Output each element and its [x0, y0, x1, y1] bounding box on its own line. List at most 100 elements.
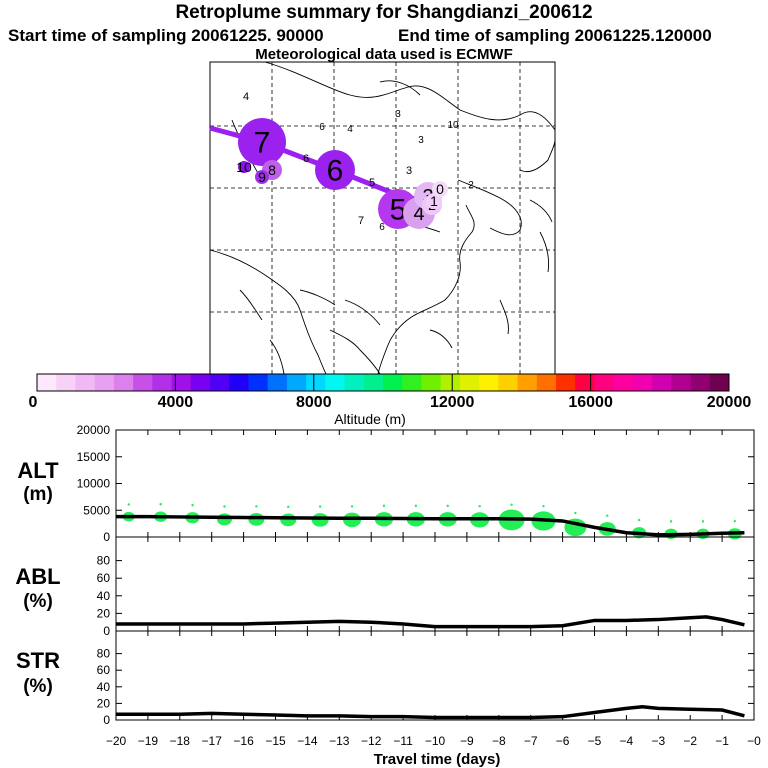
colorbar-swatch-30: [613, 374, 634, 391]
xtick-label-9: −11: [393, 734, 413, 748]
colorbar-swatch-13: [286, 374, 307, 391]
map-marker-label-9: 9: [258, 169, 266, 185]
colorbar-swatch-14: [306, 374, 326, 391]
alt-bubble-dot-1: [159, 503, 162, 506]
panel-1-ytick-label-0: 0: [103, 624, 110, 638]
alt-bubble-dot-19: [733, 519, 737, 523]
xtick-label-16: −4: [620, 734, 634, 748]
alt-bubble-dot-14: [574, 511, 577, 515]
map-marker-label-10: 10: [236, 159, 252, 175]
map-small-label-1: 4: [347, 124, 353, 135]
colorbar-swatch-9: [210, 374, 230, 391]
map-marker-label-8: 8: [268, 162, 276, 178]
alt-bubble-dot-2: [191, 503, 194, 507]
panel-1-ytick-label-2: 40: [97, 589, 111, 603]
colorbar-swatch-11: [248, 374, 269, 391]
alt-bubble-dot-13: [542, 504, 545, 508]
colorbar-swatch-7: [171, 374, 192, 391]
colorbar-swatch-17: [363, 374, 384, 391]
alt-label: ALT: [17, 458, 59, 483]
colorbar-swatch-8: [190, 374, 211, 391]
colorbar-swatch-24: [498, 374, 519, 391]
xtick-label-5: −15: [265, 734, 286, 748]
map-marker-0: [238, 118, 286, 166]
xtick-label-12: −8: [492, 734, 506, 748]
map-marker-label-1: 6: [327, 155, 344, 188]
colorbar-swatch-4: [113, 374, 134, 391]
map-marker-label-12: 5: [369, 177, 375, 189]
panel-2-ytick-label-3: 60: [97, 663, 111, 677]
colorbar-swatch-21: [440, 374, 461, 391]
alt-bubble-dot-17: [669, 520, 673, 523]
colorbar-tick-label-3: 12000: [430, 394, 475, 411]
map-small-label-0: 6: [319, 122, 325, 133]
end-time-label: End time of sampling 20061225.120000: [398, 26, 712, 45]
xtick-label-10: −10: [425, 734, 446, 748]
colorbar-swatch-16: [344, 374, 365, 391]
map-marker-label-11: 4: [243, 91, 249, 103]
map-coastlines: [209, 61, 556, 375]
xtick-label-19: −1: [715, 734, 729, 748]
map-small-label-2: 3: [395, 109, 401, 120]
alt-bubble-dot-10: [446, 504, 449, 508]
alt-bubble-dot-12: [510, 503, 513, 506]
colorbar-swatch-23: [479, 374, 499, 391]
panel-0-series-line: [116, 514, 745, 537]
start-time-label: Start time of sampling 20061225. 90000: [8, 26, 324, 45]
abl-label: ABL: [15, 564, 60, 589]
xtick-label-11: −9: [460, 734, 474, 748]
colorbar-tick-label-0: 0: [29, 394, 38, 411]
xtick-label-4: −16: [233, 734, 254, 748]
colorbar-tick-label-1: 4000: [158, 394, 194, 411]
map-marker-label-7: 0: [436, 181, 444, 197]
xtick-label-15: −5: [588, 734, 602, 748]
x-axis-label: Travel time (days): [374, 751, 501, 768]
alt-bubble-dot-7: [350, 505, 354, 508]
colorbar-swatch-20: [421, 374, 442, 391]
colorbar-swatch-28: [575, 374, 595, 391]
colorbar-swatch-35: [709, 374, 730, 391]
map-small-label-5: 6: [379, 222, 385, 233]
map-marker-9: [255, 170, 269, 184]
map-small-label-3: 3: [418, 135, 424, 146]
xtick-label-14: −6: [556, 734, 570, 748]
map-marker-label-6: 1: [430, 193, 438, 209]
panel-2-ytick-label-2: 40: [97, 680, 111, 694]
colorbar-swatch-2: [75, 374, 96, 391]
xtick-label-0: −20: [106, 734, 127, 748]
alt-bubble-dot-5: [287, 505, 290, 509]
map-marker-label-2: 5: [390, 194, 407, 227]
panel-frame-1: [115, 536, 755, 632]
alt-bubble-dot-9: [414, 504, 418, 508]
colorbar-swatch-6: [152, 374, 173, 391]
met-data-label: Meteorological data used is ECMWF: [255, 46, 513, 63]
map-marker-10: [238, 161, 250, 173]
alt-bubble-dot-15: [606, 514, 609, 517]
panel-1-ytick-label-1: 20: [97, 606, 111, 620]
alt-bubble-dot-3: [223, 505, 226, 508]
map-small-label-6: 2: [468, 180, 474, 191]
panel-1-ytick-label-4: 80: [97, 554, 111, 568]
xtick-label-1: −19: [138, 734, 159, 748]
colorbar-swatch-3: [94, 374, 115, 391]
alt-bubble-dot-16: [637, 518, 641, 522]
panel-0-ytick-label-0: 0: [103, 530, 110, 544]
chart-title: Retroplume summary for Shangdianzi_20061…: [175, 2, 593, 23]
map-marker-label-3: 4: [413, 203, 424, 225]
abl-unit: (%): [23, 591, 53, 612]
xtick-label-8: −12: [361, 734, 382, 748]
colorbar-swatch-25: [517, 374, 538, 391]
colorbar-tick-label-2: 8000: [296, 394, 332, 411]
colorbar-swatch-32: [652, 374, 672, 391]
map-panel: 7654321089104567364331062: [209, 61, 556, 375]
xtick-label-3: −17: [202, 734, 223, 748]
alt-bubble-dot-0: [127, 503, 130, 506]
colorbar-swatch-29: [594, 374, 615, 391]
panel-0-ytick-label-3: 15000: [77, 450, 111, 464]
xtick-label-7: −13: [329, 734, 350, 748]
panel-1-ytick-label-3: 60: [97, 571, 111, 585]
colorbar-swatch-0: [37, 374, 57, 391]
str-label: STR: [16, 648, 60, 673]
map-marker-label-0: 7: [254, 127, 271, 160]
